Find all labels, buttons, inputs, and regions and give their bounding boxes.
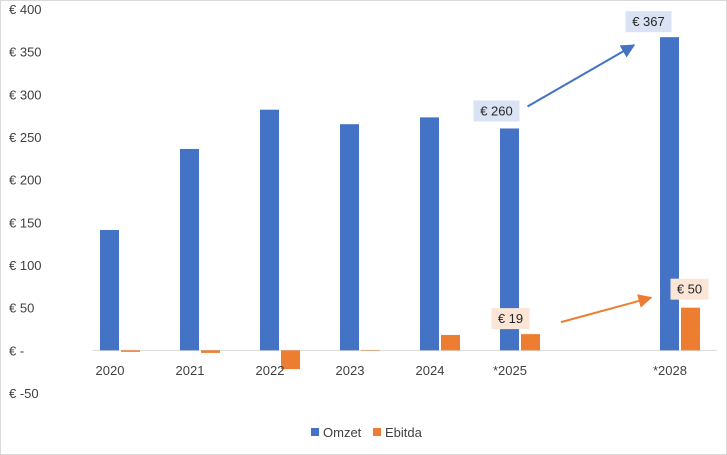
omzet-bar-2022 [260, 109, 279, 351]
trend-arrows [527, 44, 653, 324]
omzet-bar-f2025 [500, 128, 519, 351]
y-tick-label: € 200 [9, 173, 42, 188]
x-axis-category-labels: 2020 2021 2022 2023 2024 *2025 *2028 [96, 363, 687, 378]
y-tick-label: € -50 [9, 386, 39, 401]
callout-box [625, 11, 672, 33]
ebitda-bar-2020 [121, 350, 140, 352]
y-tick-label: € 400 [9, 2, 42, 17]
bars [100, 37, 700, 370]
legend-label: Omzet [323, 425, 362, 440]
legend: Omzet Ebitda [311, 425, 423, 440]
y-tick-label: € 250 [9, 130, 42, 145]
legend-swatch [311, 428, 319, 436]
omzet-trend-arrow [527, 44, 636, 108]
legend-swatch [373, 428, 381, 436]
ebitda-bar-2022 [281, 350, 300, 370]
omzet-bar-f2028 [660, 37, 679, 351]
x-category-label: 2024 [416, 363, 445, 378]
callout-label: € 367 [632, 14, 665, 29]
x-category-label: *2028 [653, 363, 687, 378]
y-tick-label: € - [9, 343, 24, 358]
y-tick-label: € 100 [9, 258, 42, 273]
y-axis-tick-labels: € -50 € - € 50 € 100 € 150 € 200 € 250 € 300 € 3… [9, 2, 42, 401]
legend-label: Ebitda [385, 425, 423, 440]
y-tick-label: € 350 [9, 45, 42, 60]
x-category-label: 2021 [176, 363, 205, 378]
ebitda-trend-arrow [560, 294, 653, 324]
y-tick-label: € 300 [9, 87, 42, 102]
callout-label: € 50 [677, 282, 702, 297]
x-category-label: 2022 [256, 363, 285, 378]
callout-label: € 260 [480, 103, 513, 118]
callout-box [491, 308, 530, 330]
omzet-bar-2023 [340, 124, 359, 351]
omzet-bar-2024 [420, 117, 439, 351]
x-category-label: *2025 [493, 363, 527, 378]
ebitda-bar-2021 [201, 350, 220, 353]
omzet-bar-2020 [100, 230, 119, 351]
ebitda-bar-f2028 [681, 307, 700, 351]
callout-box [473, 100, 520, 122]
x-category-label: 2020 [96, 363, 125, 378]
ebitda-bar-f2025 [521, 334, 540, 351]
callout-label: € 19 [498, 311, 523, 326]
ebitda-bar-2023 [361, 350, 380, 351]
ebitda-bar-2024 [441, 334, 460, 351]
y-tick-label: € 50 [9, 301, 34, 316]
value-callouts: € 260 € 367 € 19 € 50 [473, 11, 709, 330]
callout-box [670, 278, 709, 300]
y-tick-label: € 150 [9, 215, 42, 230]
omzet-bar-2021 [180, 148, 199, 351]
x-category-label: 2023 [336, 363, 365, 378]
